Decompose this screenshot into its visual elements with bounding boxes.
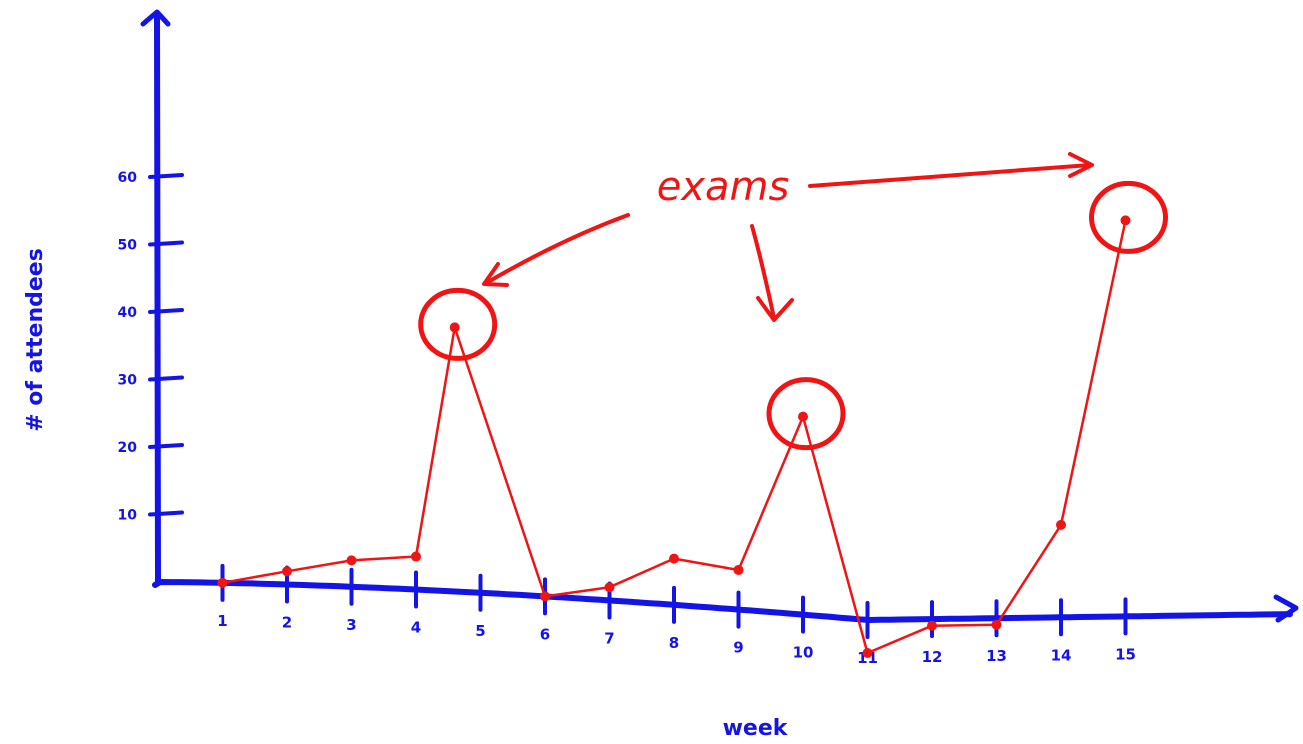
x-tick-label-2: 2: [282, 613, 292, 631]
data-point-9: [733, 564, 744, 575]
x-axis-arrow: [1273, 594, 1299, 623]
y-tick-label-20: 20: [118, 440, 138, 456]
data-point-10: [798, 411, 808, 422]
y-tick-60: [148, 173, 184, 179]
y-tick-10: [148, 510, 184, 517]
arrow-to-exam-2-head: [756, 296, 794, 322]
exams-label: exams: [657, 164, 790, 210]
x-tick-label-15: 15: [1115, 645, 1136, 663]
arrow-to-exam-1-head: [482, 262, 509, 287]
x-axis-title: week: [723, 716, 789, 741]
x-tick-label-8: 8: [669, 634, 679, 652]
exam-circle-2: [766, 377, 846, 451]
data-series: [217, 215, 1131, 658]
x-tick-label-3: 3: [346, 616, 356, 634]
axis-labels: week # of attendees exams: [23, 164, 789, 741]
y-tick-50: [148, 240, 184, 247]
axes: 123456789101112131415102030405060: [118, 9, 1299, 667]
arrow-to-exam-1: [486, 213, 630, 284]
data-point-3: [346, 555, 357, 566]
exam-circle-1: [418, 287, 498, 361]
data-point-4: [411, 551, 421, 562]
arrow-to-exam-3: [808, 163, 1092, 188]
data-point-12: [927, 620, 937, 631]
x-tick-label-5: 5: [475, 622, 485, 640]
x-axis-line: [152, 579, 1293, 623]
data-point-2: [282, 566, 292, 577]
data-point-14: [1056, 519, 1066, 530]
data-point-13: [991, 619, 1002, 630]
x-tick-label-12: 12: [922, 648, 943, 666]
y-axis-line: [154, 13, 161, 585]
y-tick-label-10: 10: [118, 508, 138, 524]
data-point-8: [669, 553, 679, 564]
data-point-5: [449, 322, 460, 333]
x-tick-label-10: 10: [793, 644, 814, 662]
data-point-1: [217, 577, 228, 588]
x-tick-label-6: 6: [540, 625, 550, 643]
x-tick-label-7: 7: [604, 629, 614, 647]
exam-circle-3: [1089, 180, 1168, 254]
x-tick-label-9: 9: [733, 639, 743, 657]
data-point-11: [862, 648, 873, 658]
y-tick-label-30: 30: [118, 373, 138, 389]
x-tick-label-1: 1: [217, 612, 227, 630]
arrow-to-exam-3-head: [1068, 152, 1094, 178]
y-tick-20: [148, 443, 184, 449]
data-point-15: [1120, 215, 1131, 226]
data-point-7: [604, 582, 615, 593]
x-tick-label-13: 13: [986, 647, 1007, 665]
exam-annotations: [418, 152, 1168, 451]
y-tick-label-60: 60: [118, 170, 138, 186]
data-point-6: [540, 591, 550, 602]
y-tick-40: [148, 308, 184, 314]
arrow-to-exam-2: [750, 224, 776, 320]
y-axis-arrow: [140, 9, 171, 27]
y-tick-label-40: 40: [118, 305, 138, 321]
y-tick-30: [148, 375, 184, 382]
y-tick-label-50: 50: [118, 238, 138, 254]
x-tick-label-4: 4: [411, 619, 421, 637]
y-axis-title: # of attendees: [23, 248, 48, 432]
x-tick-label-14: 14: [1051, 646, 1072, 664]
